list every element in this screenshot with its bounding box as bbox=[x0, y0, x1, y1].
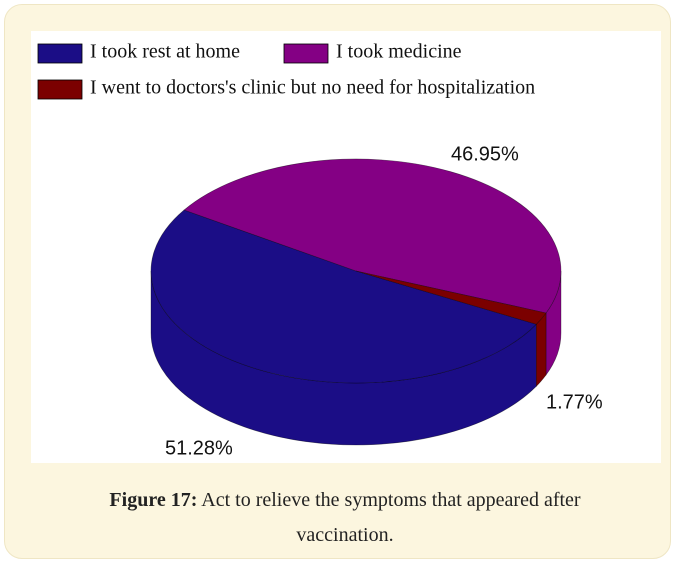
chart: I took rest at home I took medicine I went… bbox=[31, 31, 661, 463]
caption-label: Figure 17: bbox=[109, 489, 198, 511]
caption-text: Act to relieve the symptoms that appeare… bbox=[201, 489, 581, 546]
pie-slice bbox=[355, 270, 547, 325]
legend-swatch bbox=[37, 79, 83, 100]
legend-swatch bbox=[37, 43, 83, 64]
pie-side bbox=[536, 312, 547, 387]
pie-slice bbox=[150, 209, 537, 384]
value-label: 46.95% bbox=[451, 143, 519, 165]
caption: Figure 17: Act to relieve the symptoms t… bbox=[65, 483, 625, 553]
legend-swatch bbox=[283, 43, 329, 64]
legend-label: I took medicine bbox=[336, 41, 462, 63]
value-label: 51.28% bbox=[165, 437, 233, 459]
figure-card: I took rest at home I took medicine I went… bbox=[4, 4, 671, 559]
legend-label: I went to doctors's clinic but no need f… bbox=[90, 77, 535, 99]
value-label: 1.77% bbox=[546, 391, 603, 413]
pie-slice bbox=[183, 158, 562, 314]
legend-label: I took rest at home bbox=[90, 41, 240, 63]
